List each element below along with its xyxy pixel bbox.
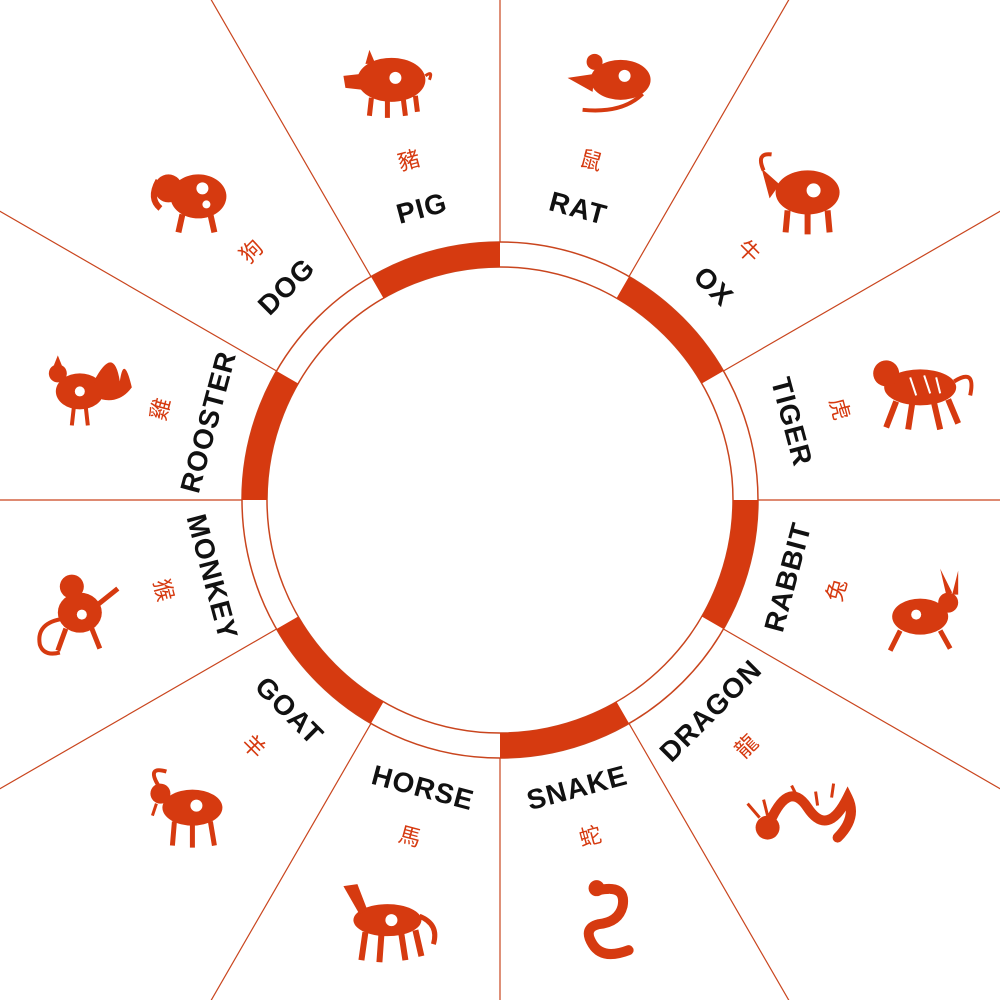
animal-name-label: SNAKE (523, 759, 631, 816)
rat-icon (567, 53, 651, 113)
snake-icon (583, 880, 634, 960)
animal-name-label: TIGER (765, 374, 818, 470)
animal-chinese-character: 狗 (236, 236, 269, 269)
dog-icon (150, 174, 227, 234)
goat-icon (150, 768, 223, 848)
animal-name-label: ROOSTER (174, 348, 242, 497)
animal-name-label: MONKEY (181, 511, 244, 644)
sector-pig: PIG 豬 (343, 49, 451, 230)
rooster-icon (48, 355, 132, 426)
sector-divider (628, 0, 790, 277)
animal-name-label: DOG (252, 252, 321, 321)
animal-chinese-character: 蛇 (577, 823, 605, 853)
sector-ox: OX牛 (688, 152, 840, 312)
animal-name-label: OX (688, 260, 740, 312)
ring-band (616, 276, 724, 384)
animal-chinese-character: 虎 (824, 395, 854, 423)
dragon-icon (746, 783, 856, 843)
tiger-icon (873, 360, 974, 431)
sector-divider (723, 628, 1000, 790)
sector-divider (0, 210, 277, 372)
sector-snake: SNAKE 蛇 (523, 759, 634, 960)
animal-chinese-character: 豬 (395, 147, 423, 177)
sector-rabbit: RABBIT 兔 (758, 519, 959, 652)
ring-inner-edge (266, 266, 734, 734)
horse-icon (343, 884, 438, 963)
animal-chinese-character: 猴 (147, 577, 177, 605)
animal-chinese-character: 馬 (396, 823, 424, 853)
animal-name-label: HORSE (368, 759, 477, 816)
animal-chinese-character: 兔 (823, 577, 853, 605)
animal-name-label: RABBIT (758, 519, 817, 635)
ring-band (701, 500, 758, 629)
sector-divider (210, 0, 372, 277)
sector-divider (628, 723, 790, 1000)
monkey-icon (37, 574, 120, 656)
center-ring (241, 241, 759, 759)
animal-chinese-character: 雞 (147, 395, 177, 423)
sector-horse: HORSE 馬 (343, 759, 477, 963)
rabbit-icon (887, 568, 959, 652)
animal-chinese-character: 龍 (731, 731, 764, 764)
sector-rat: RAT 鼠 (546, 53, 651, 231)
pig-icon (343, 49, 433, 118)
ring-band (276, 616, 384, 724)
sector-divider (210, 723, 372, 1000)
ring-band (500, 701, 629, 758)
animal-chinese-character: 羊 (236, 731, 269, 764)
animal-name-label: RAT (546, 186, 610, 231)
ring-band (371, 242, 500, 299)
sector-divider (0, 628, 277, 790)
sector-divider (723, 210, 1000, 372)
animal-name-label: PIG (393, 187, 451, 230)
animal-chinese-character: 鼠 (577, 147, 605, 177)
ring-band (242, 371, 299, 500)
sector-tiger: TIGER 虎 (765, 360, 974, 470)
ox-icon (758, 152, 840, 235)
animal-chinese-character: 牛 (731, 236, 764, 269)
